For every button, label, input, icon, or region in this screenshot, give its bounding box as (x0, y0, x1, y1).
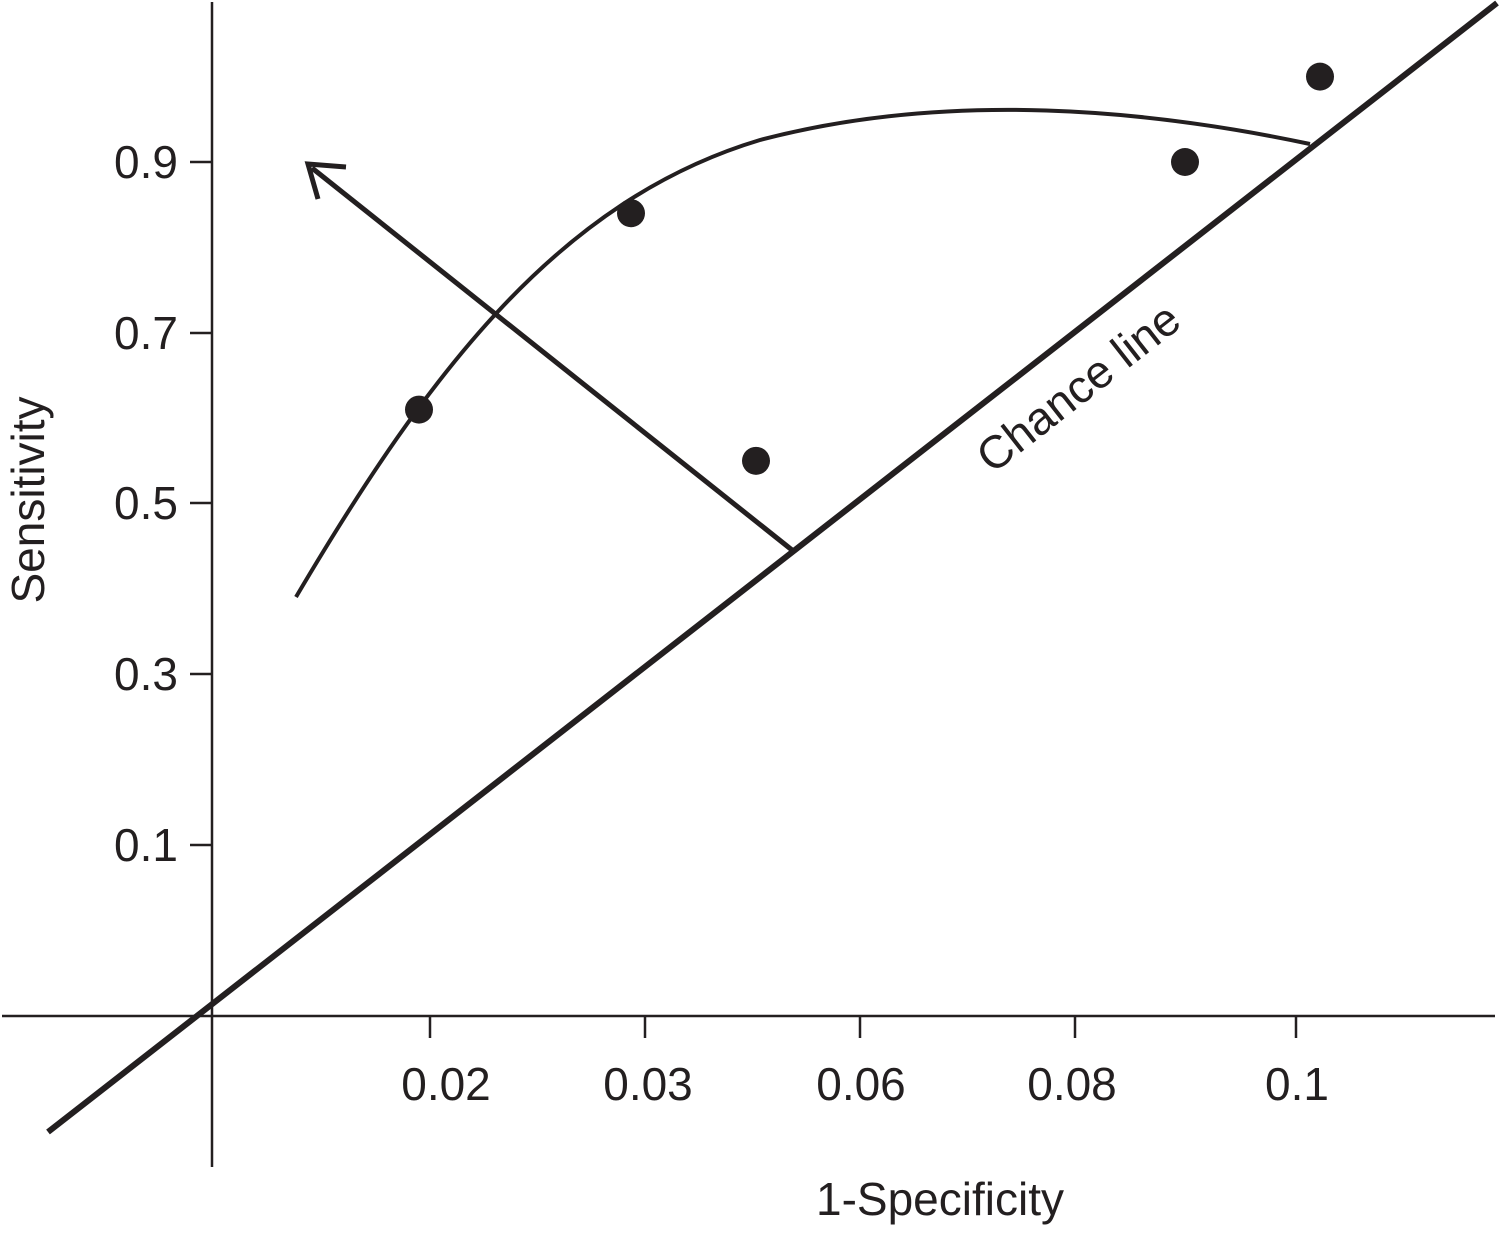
data-point (405, 395, 433, 424)
data-point (617, 199, 645, 228)
distance-arrow-shaft (310, 166, 794, 552)
x-tick-label: 0.1 (1265, 1058, 1329, 1110)
x-tick-label: 0.02 (401, 1058, 491, 1110)
chance-line (46, 0, 1499, 1135)
data-points (405, 62, 1334, 475)
y-tick-label: 0.3 (114, 648, 178, 700)
x-axis-label: 1-Specificity (816, 1173, 1064, 1225)
y-tick-label: 0.5 (114, 477, 178, 529)
data-point (1306, 62, 1334, 91)
x-tick-label: 0.06 (816, 1058, 906, 1110)
y-axis-label: Sensitivity (2, 396, 54, 603)
x-tick-label: 0.08 (1027, 1058, 1117, 1110)
y-tick-label: 0.9 (114, 136, 178, 188)
data-point (1171, 148, 1199, 176)
data-point (742, 446, 770, 475)
y-tick-label: 0.1 (114, 819, 178, 871)
x-tick-label: 0.03 (603, 1058, 693, 1110)
arrow-head-icon (304, 161, 347, 200)
y-tick-label: 0.7 (114, 307, 178, 359)
